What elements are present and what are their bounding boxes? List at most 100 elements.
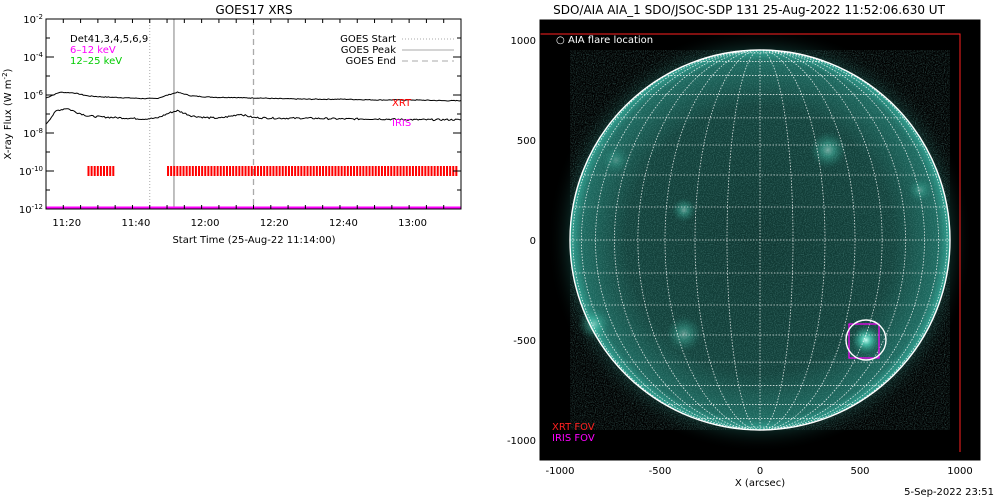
coverage-tick xyxy=(173,166,176,176)
coverage-tick xyxy=(365,166,368,176)
footer-date: 5-Sep-2022 23:51 xyxy=(904,487,994,498)
coverage-tick xyxy=(337,166,340,176)
y-tick-label: 10-8 xyxy=(23,127,43,140)
coverage-tick xyxy=(325,166,328,176)
coverage-tick xyxy=(405,166,408,176)
coverage-tick xyxy=(99,166,102,176)
coverage-tick xyxy=(222,166,225,176)
aia-xlabel: X (arcsec) xyxy=(735,478,785,489)
legend-6-12-kev: 6–12 keV xyxy=(70,45,116,56)
coverage-tick xyxy=(427,166,430,176)
longitude-line xyxy=(759,49,856,431)
coverage-tick xyxy=(281,166,284,176)
legend-goes-start: GOES Start xyxy=(340,34,396,45)
coverage-tick xyxy=(340,166,343,176)
coverage-tick xyxy=(225,166,228,176)
coverage-tick xyxy=(170,166,173,176)
coverage-tick xyxy=(188,166,191,176)
flare-location-label: AIA flare location xyxy=(568,35,653,46)
coverage-tick xyxy=(408,166,411,176)
x-tick-label: 12:00 xyxy=(191,218,220,229)
longitude-line xyxy=(664,49,761,431)
coverage-tick xyxy=(201,166,204,176)
series-1-line xyxy=(46,108,461,125)
goes-chart: GOES17 XRS 10-2 10-4 10-6 10-8 10-10 10-12 11… xyxy=(1,3,462,246)
aia-map: SDO/AIA AIA_1 SDO/JSOC-SDP 131 25-Aug-20… xyxy=(507,3,981,489)
coverage-tick xyxy=(291,166,294,176)
coverage-tick xyxy=(235,166,238,176)
coverage-tick xyxy=(300,166,303,176)
coverage-tick xyxy=(399,166,402,176)
longitude-line xyxy=(614,49,761,431)
legend-xrt-fov: XRT FOV xyxy=(552,422,595,433)
y-tick-label: 10-6 xyxy=(23,89,43,102)
coverage-tick xyxy=(250,166,253,176)
aia-y-tick-label: -1000 xyxy=(507,436,536,447)
longitude-line xyxy=(581,49,761,431)
aia-x-tick-label: 0 xyxy=(757,466,763,477)
coverage-tick xyxy=(436,166,439,176)
coverage-tick xyxy=(269,166,272,176)
coverage-tick xyxy=(179,166,182,176)
coverage-tick xyxy=(359,166,362,176)
coverage-tick xyxy=(424,166,427,176)
coverage-tick xyxy=(103,166,105,176)
coverage-tick xyxy=(349,166,352,176)
coverage-tick xyxy=(415,166,418,176)
y-tick-label: 10-4 xyxy=(23,51,43,64)
coverage-tick xyxy=(106,166,109,176)
coverage-tick xyxy=(272,166,275,176)
goes-xlabel: Start Time (25-Aug-22 11:14:00) xyxy=(172,235,335,246)
coverage-tick xyxy=(244,166,247,176)
goes-event-markers xyxy=(149,19,255,209)
legend-12-25-kev: 12–25 keV xyxy=(70,56,122,67)
coverage-tick xyxy=(449,166,452,176)
coverage-tick xyxy=(297,166,300,176)
aia-y-axis: -1000 -500 0 500 1000 xyxy=(507,19,980,461)
coverage-tick xyxy=(377,166,380,176)
coverage-tick xyxy=(322,166,325,176)
bright-region xyxy=(908,178,932,202)
coverage-tick xyxy=(418,166,421,176)
coverage-tick xyxy=(213,166,216,176)
aia-x-tick-label: 1000 xyxy=(947,466,972,477)
goes-legend-left: Det41,3,4,5,6,9 6–12 keV 12–25 keV xyxy=(70,34,148,67)
longitude-line xyxy=(759,49,939,431)
goes-x-axis: 11:20 11:40 12:00 12:20 12:40 13:00 xyxy=(45,19,462,229)
y-tick-label: 10-2 xyxy=(23,13,43,26)
coverage-tick xyxy=(343,166,346,176)
y-tick-label: 10-12 xyxy=(19,203,43,216)
coverage-tick xyxy=(278,166,281,176)
coverage-tick xyxy=(312,166,315,176)
coverage-tick xyxy=(387,166,390,176)
solar-limb xyxy=(569,49,951,431)
coverage-tick xyxy=(87,166,90,176)
coverage-tick xyxy=(109,166,112,176)
coverage-tick xyxy=(263,166,266,176)
coverage-tick xyxy=(93,166,96,176)
bright-region xyxy=(852,326,880,354)
coverage-tick xyxy=(384,166,387,176)
coverage-tick xyxy=(210,166,213,176)
goes-ylabel: X-ray Flux (W m-2) xyxy=(1,68,14,159)
legend-goes-end: GOES End xyxy=(346,56,396,67)
y-tick-label: 10-10 xyxy=(19,165,43,178)
annotation-iris: IRIS xyxy=(392,118,411,129)
iris-fov-box xyxy=(848,323,880,359)
coverage-tick xyxy=(315,166,318,176)
aia-y-tick-label: 1000 xyxy=(511,36,536,47)
coverage-tick xyxy=(216,166,219,176)
x-tick-label: 13:00 xyxy=(398,218,427,229)
coverage-tick xyxy=(238,166,241,176)
coverage-tick xyxy=(185,166,188,176)
coverage-tick xyxy=(266,166,269,176)
coverage-tick xyxy=(247,166,250,176)
coverage-tick xyxy=(439,166,442,176)
x-tick-label: 11:20 xyxy=(52,218,81,229)
coverage-tick xyxy=(368,166,371,176)
coverage-tick xyxy=(328,166,331,176)
flare-location-symbol: ○ xyxy=(556,35,565,46)
series-0-line xyxy=(46,91,461,102)
aia-y-tick-label: -500 xyxy=(513,336,536,347)
